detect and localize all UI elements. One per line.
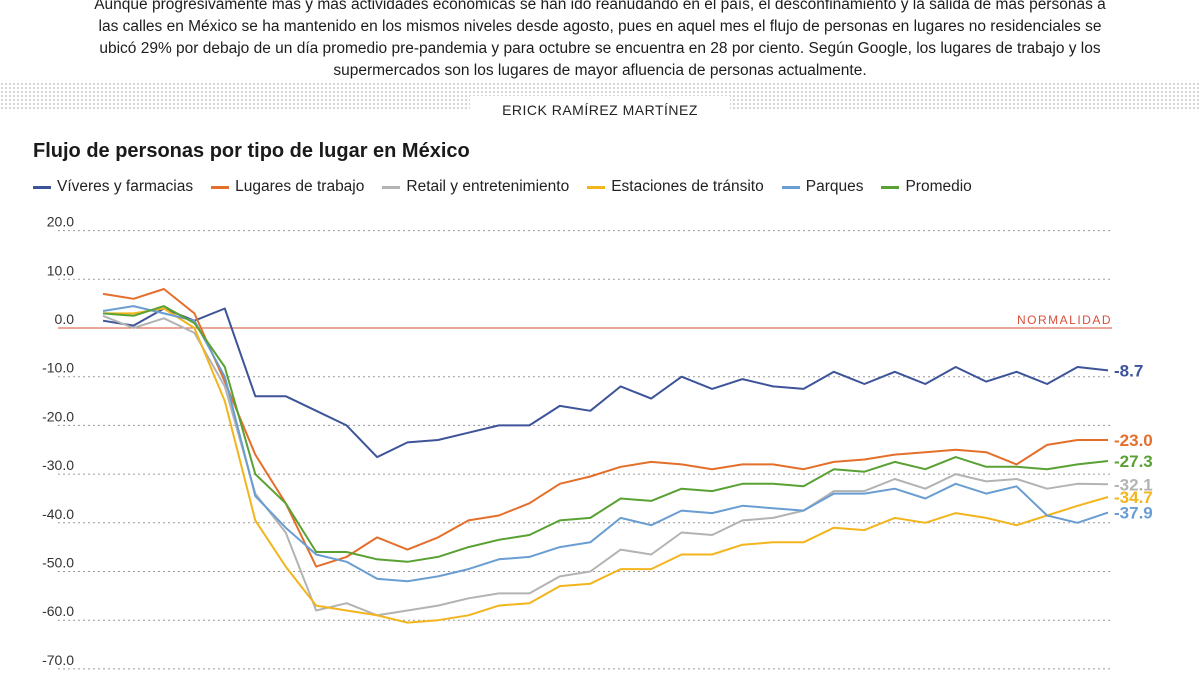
reference-line-label: NORMALIDAD [1017,313,1112,327]
legend-item: Lugares de trabajo [211,178,364,196]
legend-item: Retail y entretenimiento [382,178,569,196]
legend-label: Lugares de trabajo [235,178,365,195]
legend-swatch [33,185,51,189]
intro-paragraph: Aunque progresivamente más y más activid… [40,0,1160,82]
byline: ERICK RAMÍREZ MARTÍNEZ [502,102,698,118]
series-end-label: -8.7 [1114,361,1143,380]
y-tick-label: -40.0 [42,506,74,522]
series-line [102,305,1109,563]
y-tick-label: -50.0 [42,555,74,571]
legend-swatch [382,185,401,189]
legend-label: Estaciones de tránsito [611,178,764,195]
y-tick-label: 20.0 [47,214,74,230]
legend-item: Promedio [881,178,972,196]
legend-swatch [587,185,606,189]
legend-item: Parques [781,178,864,196]
series-end-label: -32.1 [1114,475,1153,494]
legend-label: Retail y entretenimiento [406,178,570,195]
series-end-label: -34.7 [1114,488,1153,507]
intro-line: ubicó 29% por debajo de un día promedio … [99,40,1101,57]
legend-swatch [211,185,230,189]
y-tick-label: 10.0 [47,262,74,278]
chart-legend: Víveres y farmacias Lugares de trabajo Ret… [33,178,972,196]
y-tick-label: -20.0 [42,408,74,424]
series-end-label: -37.9 [1114,504,1153,523]
series-end-label: -27.3 [1114,452,1153,471]
series-line [102,288,1108,568]
series-lines [102,288,1109,624]
chart-title: Flujo de personas por tipo de lugar en M… [33,140,470,162]
y-tick-label: -10.0 [42,360,74,376]
legend-swatch [781,185,800,189]
y-tick-label: -70.0 [42,652,74,668]
intro-line: las calles en México se ha mantenido en … [98,18,1102,35]
end-labels: -8.7 -23.0 -32.1-34.7-37.9 -27.3 [1114,361,1153,522]
series-line [103,307,1109,624]
legend-swatch [881,185,900,189]
legend-item: Estaciones de tránsito [587,178,764,196]
legend-label: Víveres y farmacias [57,178,194,195]
intro-line: Aunque progresivamente más y más activid… [94,0,1106,13]
legend-label: Parques [805,178,864,195]
y-axis: 20.0 10.0 0.0 -10.0 -20.0 -30.0 -40.0 -50.0 -60.… [42,214,74,668]
y-tick-label: -30.0 [42,457,74,473]
legend-label: Promedio [905,178,972,195]
series-line [102,305,1109,583]
series-line [102,307,1109,459]
y-tick-label: -60.0 [42,603,74,619]
byline-box: ERICK RAMÍREZ MARTÍNEZ [470,96,730,124]
y-tick-label: 0.0 [55,311,75,327]
legend-item: Víveres y farmacias [33,178,193,196]
series-end-label: -23.0 [1114,431,1153,450]
intro-line: supermercados son los lugares de mayor a… [333,62,867,79]
